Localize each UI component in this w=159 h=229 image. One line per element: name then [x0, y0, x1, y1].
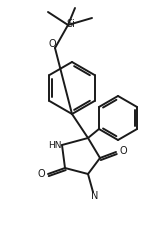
Text: Si: Si: [67, 19, 75, 29]
Text: N: N: [91, 191, 99, 201]
Text: O: O: [48, 39, 56, 49]
Text: O: O: [119, 146, 127, 156]
Text: O: O: [37, 169, 45, 179]
Text: HN: HN: [48, 141, 62, 150]
